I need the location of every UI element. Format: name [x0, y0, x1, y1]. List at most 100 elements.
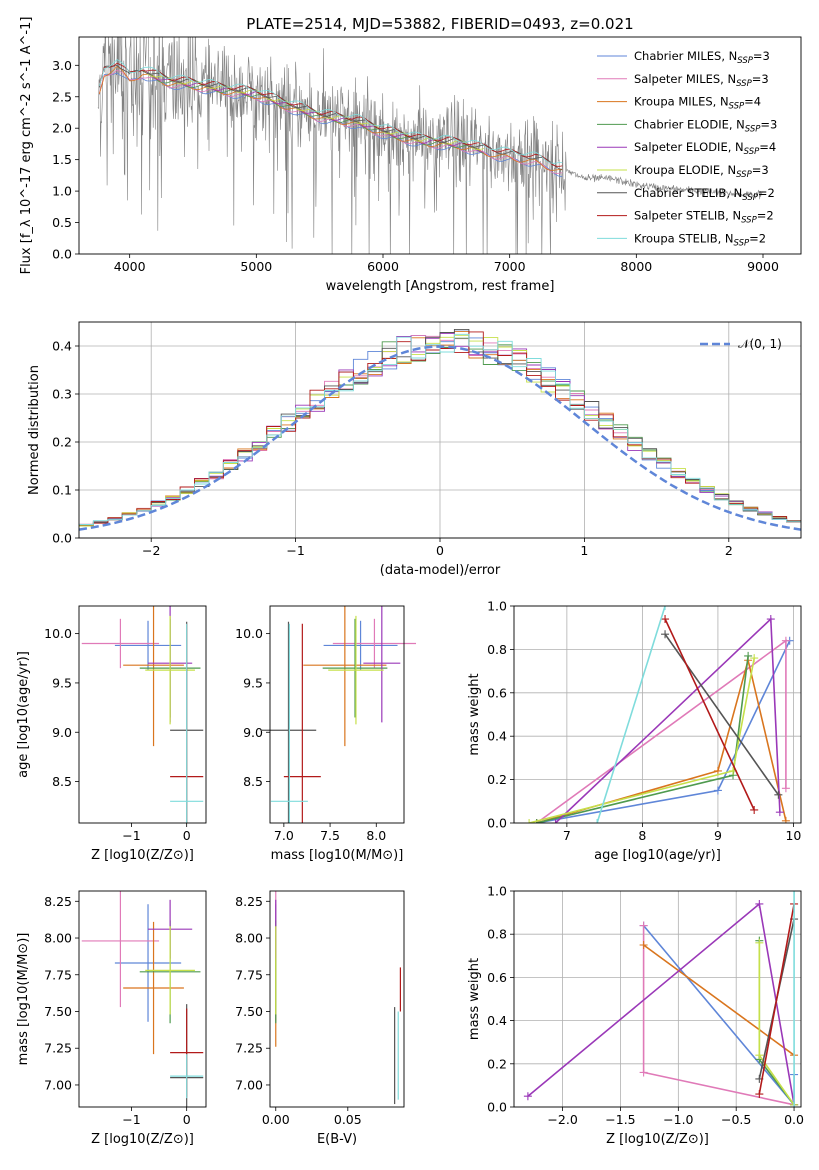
y-tick-label: 1.0	[487, 599, 507, 614]
x-tick-label: 4000	[114, 259, 146, 274]
x-tick-label: −2.0	[547, 1112, 577, 1127]
weight-line	[758, 903, 795, 1095]
legend-entry: Salpeter MILES, NSSP=3	[634, 72, 769, 89]
axes-frame	[269, 605, 405, 824]
axes-frame	[513, 605, 802, 824]
y-tick-label: 8.25	[44, 894, 72, 909]
model-spectrum	[98, 62, 563, 167]
x-axis-label: E(B-V)	[317, 1132, 357, 1147]
panel-EBV-mass: 0.00 0.05 7.00 7.25 7.50 7.75 8.00 8.25 E(B-V)	[235, 890, 405, 1147]
y-tick-label: 0.3	[52, 387, 72, 402]
y-tick-label: 0.6	[487, 970, 507, 985]
legend-entry: Chabrier MILES, NSSP=3	[634, 49, 770, 66]
y-tick-label: 0.4	[52, 339, 72, 354]
y-tick-label: 1.0	[52, 184, 72, 199]
y-tick-label: 9.5	[243, 675, 263, 690]
axes-frame	[78, 321, 802, 539]
y-tick-label: 0.8	[487, 642, 507, 657]
x-tick-label: 8.0	[366, 828, 386, 843]
x-axis-label: (data-model)/error	[380, 563, 501, 578]
legend-entry: Kroupa ELODIE, NSSP=3	[634, 163, 769, 180]
weight-marker	[525, 819, 534, 823]
x-tick-label: 0.05	[334, 1112, 362, 1127]
x-tick-label: −2	[142, 543, 160, 558]
series-group	[525, 606, 794, 823]
y-tick-label: 2.0	[52, 121, 72, 136]
weight-marker	[790, 1103, 799, 1107]
x-tick-label: 5000	[240, 259, 272, 274]
x-tick-label: 7000	[494, 259, 526, 274]
weight-marker	[755, 899, 764, 908]
x-axis-label: wavelength [Angstrom, rest frame]	[326, 279, 555, 294]
y-tick-label: 2.5	[52, 89, 72, 104]
weight-marker	[639, 921, 648, 930]
weight-marker	[744, 651, 753, 660]
x-axis-label: Z [log10(Z/Z⊙)]	[91, 848, 194, 863]
y-tick-label: 0.0	[52, 531, 72, 546]
y-tick-label: 0.0	[487, 1100, 507, 1115]
x-tick-label: 0	[183, 828, 191, 843]
x-tick-label: 0	[436, 543, 444, 558]
residual-histogram	[79, 328, 801, 526]
legend-entry: Chabrier ELODIE, NSSP=3	[634, 117, 777, 134]
y-tick-label: 7.75	[235, 967, 263, 982]
y-axis-label: mass [log10(M/M⊙)]	[16, 933, 31, 1066]
y-axis-label: Normed distribution	[27, 365, 42, 495]
y-tick-label: 8.00	[44, 931, 72, 946]
residual-histogram	[79, 333, 801, 525]
weight-line	[536, 660, 787, 823]
x-tick-label: 10	[785, 828, 801, 843]
y-tick-label: 0.4	[487, 1013, 507, 1028]
x-tick-label: 7.0	[274, 828, 294, 843]
y-tick-label: 1.5	[52, 152, 72, 167]
y-tick-label: 9.0	[52, 725, 72, 740]
y-tick-label: 0.5	[52, 215, 72, 230]
legend-entry: 𝒩(0, 1)	[738, 337, 782, 351]
weight-line	[643, 944, 795, 1056]
panel-age-weight: 7 8 9 10 0.0 0.2 0.4 0.6 0.8 1.0 age [log10(age/yr…	[467, 599, 802, 863]
y-tick-label: 3.0	[52, 58, 72, 73]
weight-marker	[593, 819, 602, 823]
x-axis-label: age [log10(age/yr)]	[594, 848, 721, 863]
weight-marker	[639, 941, 648, 949]
weight-marker	[781, 636, 790, 645]
x-tick-label: 7	[563, 828, 571, 843]
y-tick-label: 0.0	[52, 247, 72, 262]
weight-line	[596, 606, 666, 823]
weight-marker	[639, 1068, 648, 1077]
axes-frame	[78, 36, 802, 255]
y-tick-label: 0.6	[487, 685, 507, 700]
x-tick-label: 0.00	[262, 1112, 290, 1127]
weight-marker	[750, 805, 759, 814]
weight-line	[536, 639, 787, 823]
legend-entry: Kroupa MILES, NSSP=4	[634, 95, 761, 112]
y-axis-label: mass weight	[467, 958, 482, 1040]
y-tick-label: 0.1	[52, 483, 72, 498]
x-tick-label: 6000	[367, 259, 399, 274]
x-axis-label: mass [log10(M/M⊙)]	[271, 848, 404, 863]
axes-frame	[269, 890, 405, 1108]
weight-marker	[755, 938, 764, 947]
panel-Z-age: −1 0 8.5 9.0 9.5 10.0 Z [log10(Z/Z⊙)] age [log1…	[16, 605, 207, 863]
x-tick-label: −1	[122, 828, 140, 843]
axes-frame	[513, 890, 802, 1108]
y-tick-label: 8.25	[235, 894, 263, 909]
x-tick-label: 0	[183, 1112, 191, 1127]
x-tick-label: −1.0	[663, 1112, 693, 1127]
x-tick-label: 9000	[747, 259, 779, 274]
weight-line	[758, 942, 795, 1106]
series-group	[523, 891, 799, 1107]
y-tick-label: 0.2	[487, 1056, 507, 1071]
weight-marker	[766, 615, 775, 624]
weight-marker	[774, 790, 783, 799]
x-axis-label: Z [log10(Z/Z⊙)]	[91, 1132, 194, 1147]
weight-marker	[781, 784, 790, 793]
x-tick-label: −1	[122, 1112, 140, 1127]
weight-marker	[750, 654, 759, 663]
weight-line	[664, 618, 755, 811]
panel-Z-mass: −1 0 7.00 7.25 7.50 7.75 8.00 8.25 Z [log10(Z/Z⊙…	[16, 890, 207, 1147]
x-tick-label: 8000	[620, 259, 652, 274]
weight-marker	[551, 819, 560, 823]
y-tick-label: 1.0	[487, 884, 507, 899]
y-tick-label: 7.00	[44, 1077, 72, 1092]
